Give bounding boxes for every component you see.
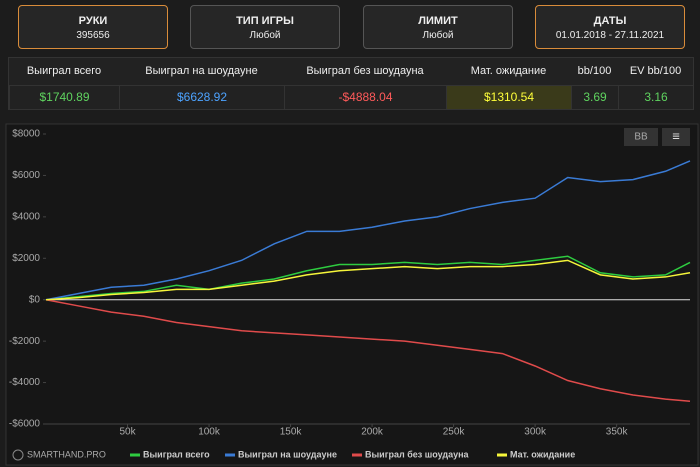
y-tick-label: -$6000 <box>9 419 41 430</box>
stat-label: Выиграл на шоудауне <box>119 58 284 86</box>
filter-button[interactable]: ДАТЫ 01.01.2018 - 27.11.2021 <box>535 5 685 49</box>
y-tick-label: $8000 <box>12 129 40 140</box>
unit-button-label[interactable]: BB <box>634 132 648 143</box>
brand: SMARTHAND.PRO <box>27 449 106 459</box>
filter-value[interactable]: Любой <box>422 30 454 41</box>
x-tick-label: 150k <box>280 427 303 438</box>
filter-title[interactable]: ЛИМИТ <box>418 15 458 27</box>
stat-column: Выиграл всего $1740.89 <box>9 58 119 109</box>
x-tick-label: 250k <box>443 427 466 438</box>
series-line <box>45 298 691 402</box>
menu-button[interactable] <box>662 128 690 146</box>
series-line <box>45 255 691 301</box>
filter-title[interactable]: РУКИ <box>78 15 108 27</box>
x-tick-label: 350k <box>606 427 629 438</box>
filter-title[interactable]: ДАТЫ <box>593 15 627 27</box>
legend-label: Выиграл на шоудауне <box>238 449 337 459</box>
filter-title[interactable]: ТИП ИГРЫ <box>236 15 294 27</box>
stat-value: $1310.54 <box>446 86 571 109</box>
stat-value: 3.16 <box>618 86 693 109</box>
filter-button[interactable]: РУКИ 395656 <box>18 5 168 49</box>
stat-value: 3.69 <box>571 86 618 109</box>
y-tick-label: $4000 <box>12 211 40 222</box>
legend-label: Мат. ожидание <box>510 449 575 459</box>
filter-value[interactable]: 395656 <box>76 30 110 41</box>
stat-value: -$4888.04 <box>284 86 446 109</box>
stat-label: Мат. ожидание <box>446 58 571 86</box>
series-line <box>45 160 691 301</box>
stat-label: EV bb/100 <box>618 58 693 86</box>
y-tick-label: $6000 <box>12 170 40 181</box>
y-tick-label: $0 <box>29 294 41 305</box>
y-tick-label: -$2000 <box>9 336 41 347</box>
legend-label: Выиграл без шоудауна <box>365 449 470 459</box>
chart: BB ≡ SMARTHAND.PRO $8000 $6000 $4000 $2000 $… <box>5 123 699 466</box>
unit-button[interactable] <box>624 128 658 146</box>
stat-value: $6628.92 <box>119 86 284 109</box>
filter-value[interactable]: Любой <box>249 30 281 41</box>
x-tick-label: 50k <box>119 427 136 438</box>
y-tick-label: -$4000 <box>9 377 41 388</box>
brand-logo <box>12 449 24 461</box>
stats-table: Выиграл всего $1740.89 Выиграл на шоудауне… <box>8 57 694 110</box>
x-tick-label: 200k <box>361 427 384 438</box>
series-line <box>45 259 691 301</box>
filter-value[interactable]: 01.01.2018 - 27.11.2021 <box>555 30 665 41</box>
stat-label: Выиграл без шоудауна <box>284 58 446 86</box>
stat-label: bb/100 <box>571 58 618 86</box>
y-tick-label: $2000 <box>12 253 40 264</box>
stat-column: Мат. ожидание $1310.54 <box>446 58 571 109</box>
stat-column: Выиграл без шоудауна -$4888.04 <box>284 58 446 109</box>
x-tick-label: 300k <box>524 427 547 438</box>
filter-button[interactable]: ТИП ИГРЫ Любой <box>190 5 340 49</box>
stat-column: bb/100 3.69 <box>571 58 618 109</box>
stat-label: Выиграл всего <box>9 58 119 86</box>
stat-value: $1740.89 <box>9 86 119 109</box>
x-tick-label: 100k <box>198 427 221 438</box>
stat-column: Выиграл на шоудауне $6628.92 <box>119 58 284 109</box>
stat-column: EV bb/100 3.16 <box>618 58 693 109</box>
menu-icon[interactable]: ≡ <box>672 128 680 143</box>
filter-button[interactable]: ЛИМИТ Любой <box>363 5 513 49</box>
legend-label: Выиграл всего <box>143 449 210 459</box>
